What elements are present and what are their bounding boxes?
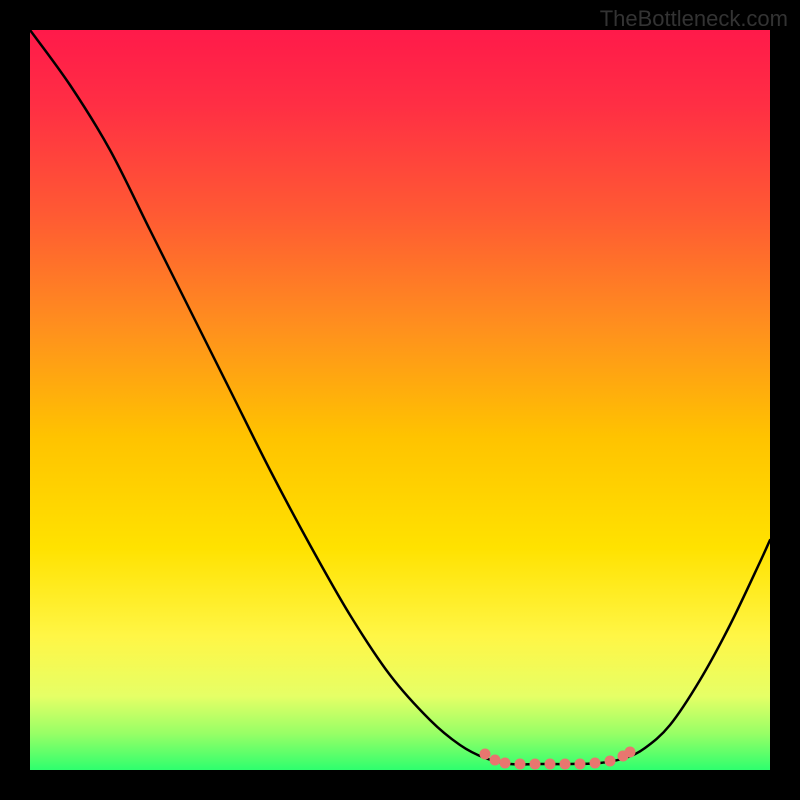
- optimal-range-marker: [590, 758, 601, 769]
- optimal-range-marker: [625, 747, 636, 758]
- optimal-range-marker: [545, 759, 556, 770]
- optimal-range-marker: [605, 756, 616, 767]
- optimal-range-marker: [530, 759, 541, 770]
- watermark-text: TheBottleneck.com: [600, 6, 788, 32]
- optimal-range-marker: [560, 759, 571, 770]
- bottleneck-chart: [30, 30, 770, 770]
- optimal-range-marker: [480, 749, 491, 760]
- optimal-range-marker: [490, 755, 501, 766]
- optimal-range-marker: [575, 759, 586, 770]
- chart-svg: [30, 30, 770, 770]
- optimal-range-marker: [500, 758, 511, 769]
- chart-background: [30, 30, 770, 770]
- optimal-range-marker: [515, 759, 526, 770]
